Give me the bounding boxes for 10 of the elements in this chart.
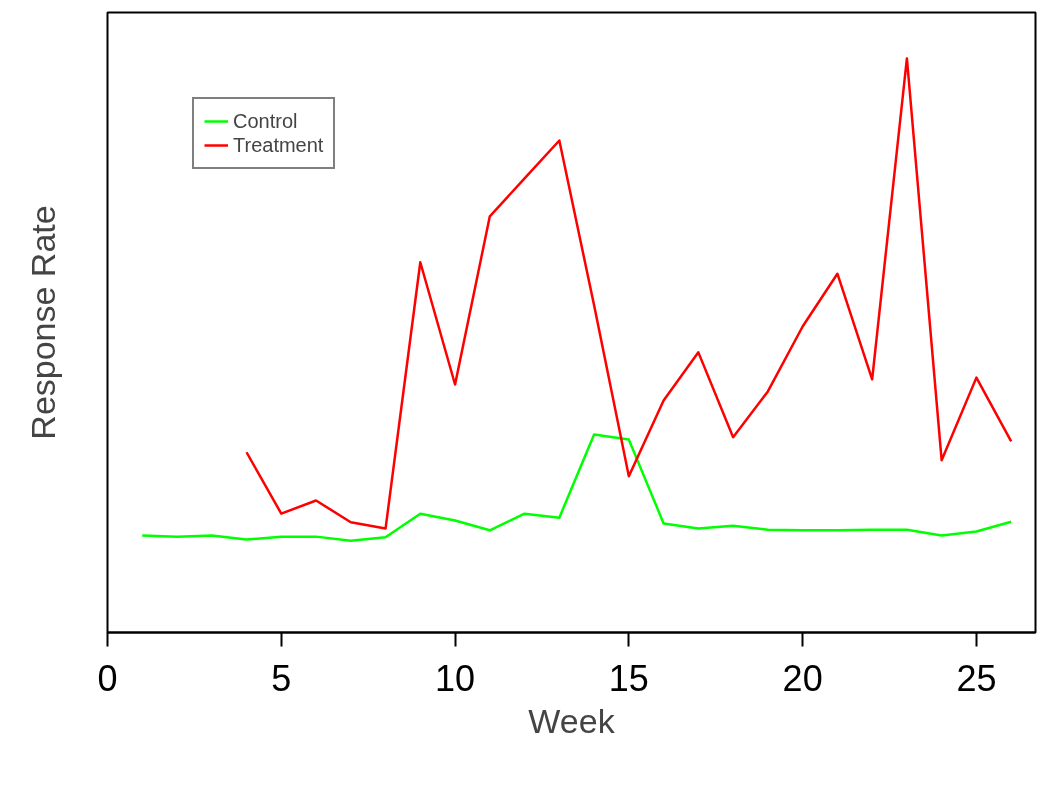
legend-label: Control <box>233 109 298 133</box>
x-tick-label: 15 <box>608 657 649 699</box>
x-axis-title: Week <box>528 701 616 740</box>
x-tick-label: 5 <box>271 657 292 699</box>
x-tick-label: 25 <box>956 657 997 699</box>
x-tick-label: 0 <box>97 657 118 699</box>
x-tick-label: 10 <box>435 657 476 699</box>
x-tick-label: 20 <box>782 657 823 699</box>
legend-label: Treatment <box>233 133 324 157</box>
y-axis-title: Response Rate <box>23 205 62 440</box>
